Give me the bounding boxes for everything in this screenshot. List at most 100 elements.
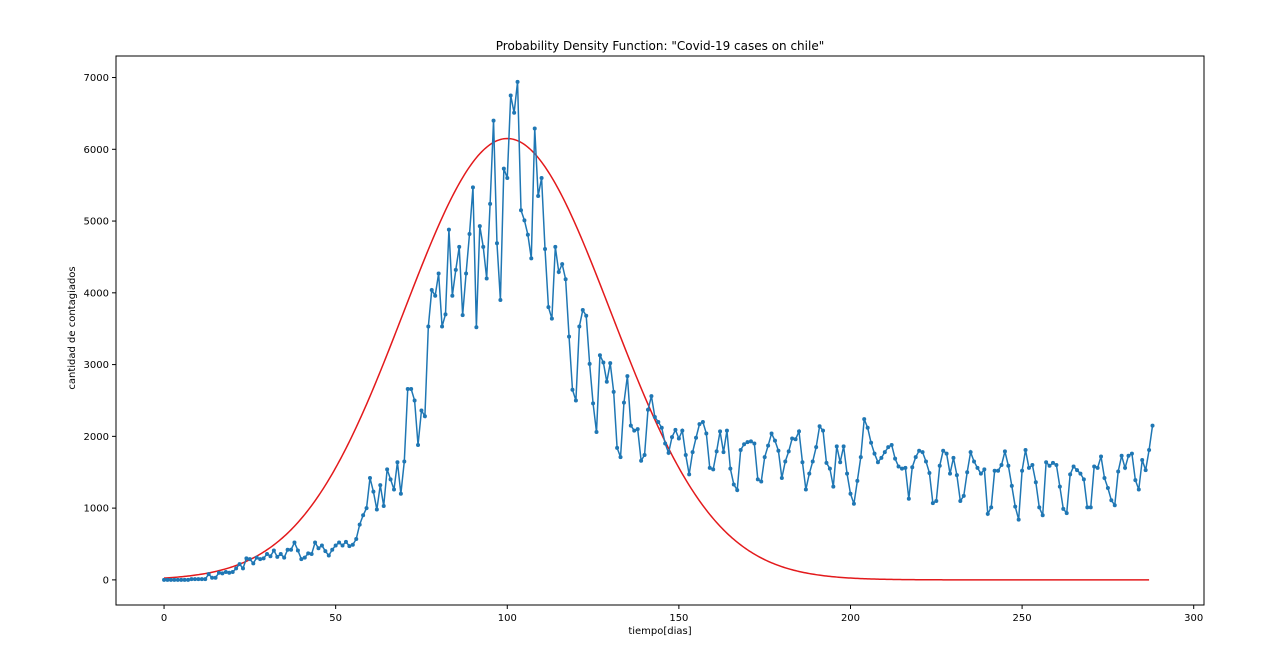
data-point bbox=[361, 513, 366, 518]
data-point bbox=[505, 176, 510, 180]
data-point bbox=[584, 313, 589, 318]
data-point bbox=[271, 548, 276, 553]
data-point bbox=[704, 431, 709, 436]
data-point bbox=[1071, 464, 1076, 469]
data-point bbox=[862, 417, 867, 422]
data-point bbox=[474, 325, 479, 330]
data-point bbox=[275, 554, 280, 559]
data-point bbox=[258, 557, 263, 562]
data-point bbox=[824, 460, 829, 465]
data-point bbox=[234, 566, 239, 571]
data-point bbox=[731, 482, 736, 487]
data-point bbox=[680, 428, 685, 433]
data-point bbox=[549, 316, 554, 321]
data-point bbox=[402, 459, 407, 464]
data-point bbox=[381, 503, 386, 508]
data-point bbox=[529, 256, 534, 261]
data-point bbox=[766, 443, 771, 448]
data-point bbox=[587, 361, 592, 366]
data-point bbox=[519, 208, 523, 213]
data-point bbox=[992, 468, 997, 473]
data-point bbox=[934, 498, 939, 503]
data-point bbox=[625, 374, 630, 379]
data-point bbox=[179, 577, 184, 582]
data-point bbox=[882, 450, 887, 455]
data-point bbox=[841, 444, 846, 449]
data-point bbox=[1040, 513, 1045, 518]
data-point bbox=[656, 420, 661, 424]
data-point bbox=[759, 479, 764, 484]
data-point bbox=[213, 575, 218, 580]
data-point bbox=[961, 493, 966, 498]
data-point bbox=[333, 543, 338, 548]
data-point bbox=[944, 451, 949, 456]
data-point bbox=[374, 507, 379, 512]
data-point bbox=[779, 475, 784, 480]
data-point bbox=[440, 324, 445, 329]
data-point bbox=[199, 577, 204, 582]
data-point bbox=[821, 428, 826, 433]
data-point bbox=[913, 455, 918, 460]
plot-area bbox=[162, 79, 1155, 582]
data-point bbox=[443, 312, 448, 317]
data-point bbox=[1112, 503, 1117, 508]
data-point bbox=[165, 577, 170, 582]
data-point bbox=[673, 427, 678, 432]
data-point bbox=[316, 546, 321, 551]
data-point bbox=[858, 455, 863, 460]
data-point bbox=[364, 506, 369, 511]
data-point bbox=[985, 511, 990, 516]
data-point bbox=[879, 455, 884, 460]
data-point bbox=[477, 224, 482, 229]
data-point bbox=[182, 577, 187, 582]
data-point bbox=[783, 459, 788, 464]
data-point bbox=[639, 458, 644, 463]
data-point bbox=[494, 241, 499, 246]
data-point bbox=[834, 444, 839, 449]
data-point bbox=[663, 441, 668, 446]
data-point bbox=[1006, 463, 1011, 468]
data-point bbox=[896, 464, 901, 469]
data-point bbox=[570, 387, 575, 392]
data-point bbox=[210, 575, 215, 580]
data-point bbox=[745, 440, 750, 445]
data-point bbox=[855, 478, 860, 483]
data-point bbox=[948, 471, 953, 476]
data-point bbox=[697, 422, 702, 427]
data-point bbox=[354, 536, 359, 541]
data-point bbox=[1129, 451, 1134, 456]
data-point bbox=[769, 431, 774, 436]
data-point bbox=[978, 471, 983, 476]
data-point bbox=[457, 244, 462, 249]
data-point bbox=[735, 488, 740, 493]
data-point bbox=[975, 465, 980, 470]
y-tick-label: 2000 bbox=[84, 432, 109, 443]
y-tick-label: 4000 bbox=[84, 288, 109, 299]
data-point bbox=[230, 569, 235, 574]
data-point bbox=[206, 572, 211, 577]
data-point bbox=[965, 470, 970, 475]
plot-frame bbox=[115, 55, 1205, 606]
data-point bbox=[251, 561, 256, 566]
data-point bbox=[666, 450, 671, 455]
data-point bbox=[604, 379, 609, 384]
data-point bbox=[240, 566, 245, 571]
y-tick-label: 1000 bbox=[84, 504, 109, 515]
data-point bbox=[659, 425, 664, 430]
data-point bbox=[999, 463, 1004, 468]
data-point bbox=[989, 505, 994, 510]
data-point bbox=[1099, 454, 1104, 459]
data-point bbox=[1119, 453, 1124, 458]
data-point bbox=[1081, 477, 1086, 482]
y-tick-label: 7000 bbox=[84, 73, 109, 84]
data-point bbox=[343, 539, 348, 544]
data-point bbox=[694, 435, 699, 440]
data-point bbox=[295, 548, 300, 553]
data-point bbox=[608, 361, 613, 366]
data-point bbox=[216, 570, 221, 575]
data-point bbox=[416, 442, 421, 447]
data-point bbox=[395, 460, 400, 465]
data-point bbox=[810, 459, 815, 464]
data-point bbox=[371, 489, 376, 494]
data-point bbox=[244, 556, 249, 561]
